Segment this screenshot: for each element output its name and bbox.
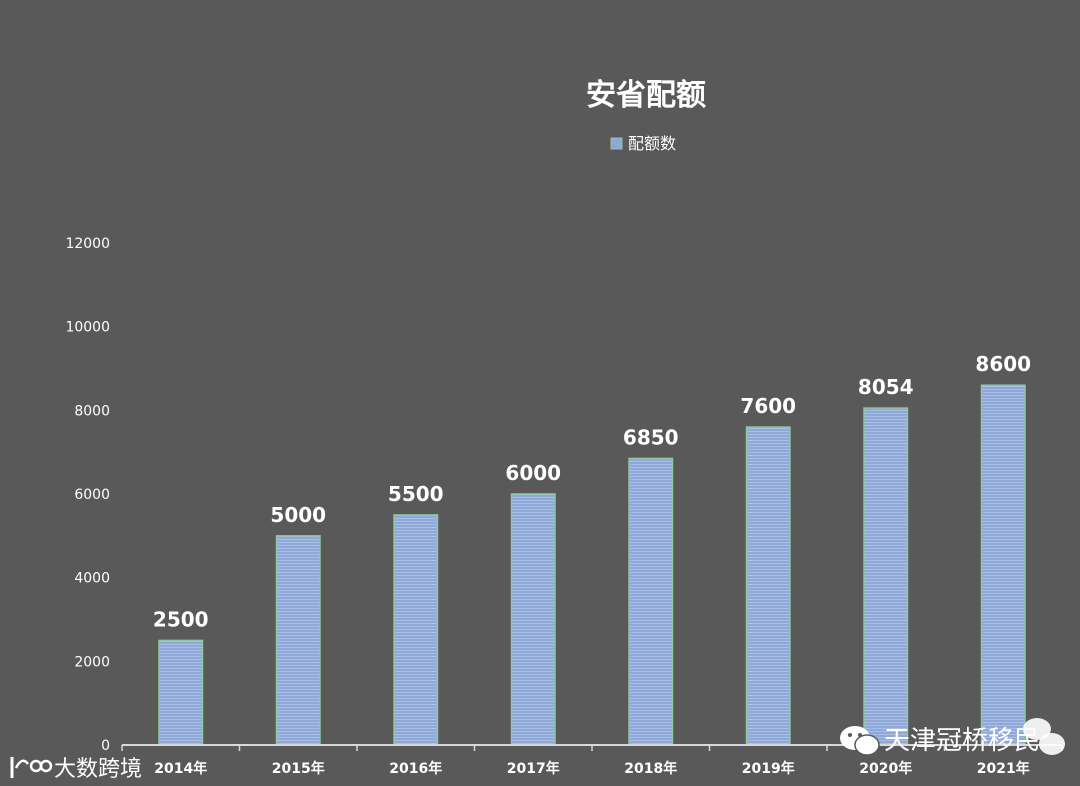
watermark-left: 大数跨境 bbox=[10, 757, 142, 782]
legend: 配额数 bbox=[610, 134, 676, 153]
y-tick-label: 12000 bbox=[65, 236, 110, 252]
wechat-icon bbox=[840, 726, 880, 756]
x-tick-label: 2018年 bbox=[624, 760, 677, 777]
data-label: 7600 bbox=[740, 394, 796, 418]
bar bbox=[158, 639, 204, 746]
x-tick-label: 2016年 bbox=[389, 760, 442, 777]
watermark-right-text: 天津冠桥移民 bbox=[884, 726, 1040, 756]
chart-title: 安省配额 bbox=[586, 78, 706, 113]
wechat-icon-small bbox=[1023, 718, 1065, 755]
x-tick-label: 2021年 bbox=[977, 760, 1030, 777]
y-axis: 0 2000 4000 6000 8000 10000 12000 bbox=[65, 236, 110, 754]
data-label: 8600 bbox=[975, 352, 1031, 376]
bars: 2500 5000 5500 6000 6850 7600 8054 8600 bbox=[153, 352, 1031, 746]
logo-icon bbox=[10, 757, 53, 778]
x-tick-label: 2015年 bbox=[272, 760, 325, 777]
data-label: 8054 bbox=[858, 375, 914, 399]
data-label: 5500 bbox=[388, 482, 444, 506]
bar bbox=[510, 493, 556, 746]
legend-swatch bbox=[610, 137, 623, 150]
y-tick-label: 8000 bbox=[74, 403, 110, 419]
bar bbox=[393, 514, 439, 746]
x-tick-label: 2020年 bbox=[859, 760, 912, 777]
data-label: 5000 bbox=[270, 503, 326, 527]
x-tick-label: 2017年 bbox=[507, 760, 560, 777]
data-label: 6000 bbox=[505, 461, 561, 485]
legend-label: 配额数 bbox=[628, 134, 676, 153]
data-label: 2500 bbox=[153, 607, 209, 631]
bar bbox=[863, 407, 909, 746]
bar bbox=[628, 457, 674, 746]
watermark-right: 天津冠桥移民 bbox=[840, 718, 1065, 756]
x-axis: 2014年 2015年 2016年 2017年 2018年 2019年 2020年 2021年 bbox=[121, 744, 1063, 777]
bar bbox=[980, 384, 1026, 746]
bar bbox=[745, 426, 791, 746]
y-tick-label: 6000 bbox=[74, 487, 110, 503]
y-tick-label: 0 bbox=[101, 738, 110, 754]
x-tick-label: 2019年 bbox=[742, 760, 795, 777]
y-tick-label: 10000 bbox=[65, 320, 110, 336]
watermark-left-text: 大数跨境 bbox=[54, 757, 142, 782]
x-tick-label: 2014年 bbox=[154, 760, 207, 777]
y-tick-label: 4000 bbox=[74, 571, 110, 587]
data-label: 6850 bbox=[623, 425, 679, 449]
bar bbox=[275, 535, 321, 746]
y-tick-label: 2000 bbox=[74, 654, 110, 670]
